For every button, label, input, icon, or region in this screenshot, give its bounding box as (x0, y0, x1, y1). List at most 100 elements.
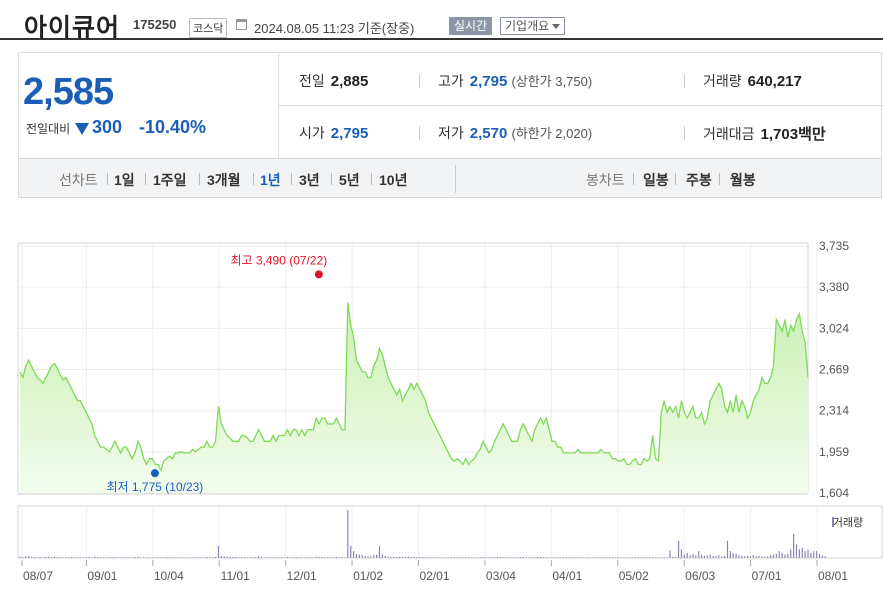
volume-bar (157, 557, 159, 558)
divider (419, 74, 420, 88)
volume-bar (511, 557, 513, 558)
volume-bar (128, 557, 130, 558)
volume-bar (496, 556, 499, 558)
volume-bar (473, 557, 475, 558)
volume-bar (283, 557, 286, 558)
candle-weekly[interactable]: 주봉 (686, 172, 712, 188)
y-tick-label: 3,024 (819, 321, 849, 335)
volume-bar (764, 556, 766, 558)
volume-bar (732, 552, 734, 558)
volume-bar (514, 557, 516, 558)
volume-bar (493, 556, 496, 558)
volume-bar (568, 557, 570, 558)
volume-bar (600, 557, 602, 558)
stat-volume: 거래량 640,217 (703, 73, 802, 90)
volume-bar (53, 556, 56, 558)
volume-bar (505, 557, 507, 558)
volume-bar (350, 546, 352, 558)
period-10y[interactable]: 10년 (379, 172, 408, 188)
volume-bar (318, 556, 320, 558)
change-value: 300 (92, 117, 123, 137)
volume-bar (220, 555, 222, 558)
candle-daily[interactable]: 일봉 (643, 172, 669, 188)
volume-bar (82, 557, 84, 558)
x-tick-label: 10/04 (154, 569, 184, 583)
period-3y[interactable]: 3년 (299, 172, 320, 188)
candle-chart-label: 봉차트 (586, 172, 625, 188)
volume-bar (482, 556, 484, 558)
divider (419, 126, 420, 140)
volume-bar (761, 556, 763, 558)
volume-bar (637, 557, 639, 558)
volume-bar (97, 556, 99, 558)
volume-bar (695, 555, 697, 558)
volume-bar (784, 554, 786, 558)
max-annotation-label: 최고 3,490 (07/22) (230, 253, 327, 267)
volume-bar (76, 557, 79, 558)
volume-bar (275, 557, 277, 558)
realtime-button[interactable]: 실시간 (449, 17, 493, 35)
volume-bar (611, 557, 614, 558)
volume-bar (378, 546, 381, 558)
volume-bar (249, 557, 251, 558)
volume-bar (818, 553, 821, 558)
volume-bar (30, 556, 33, 558)
volume-bar (525, 557, 527, 558)
volume-bar (560, 557, 562, 558)
volume-bar (574, 557, 576, 558)
volume-bar (364, 555, 366, 558)
volume-bar (117, 557, 119, 558)
x-tick-label: 12/01 (287, 569, 317, 583)
volume-bar (608, 557, 611, 558)
volume-bar (321, 556, 323, 558)
volume-bar (370, 556, 372, 558)
volume-bar (206, 556, 208, 558)
volume-plot-frame (17, 505, 883, 559)
period-3m[interactable]: 3개월 (207, 172, 241, 188)
volume-bar (99, 557, 102, 558)
period-1w[interactable]: 1주일 (153, 172, 187, 188)
volume-bar (324, 557, 326, 558)
volume-bar (620, 557, 622, 558)
volume-bar (140, 557, 142, 558)
volume-bar (770, 555, 772, 558)
volume-bar (689, 555, 691, 558)
volume-bar (790, 549, 792, 558)
volume-bar (807, 549, 809, 558)
volume-bar (700, 554, 703, 558)
volume-bar (229, 556, 231, 558)
period-1y[interactable]: 1년 (260, 172, 281, 188)
volume-bar (798, 549, 800, 558)
volume-bar (281, 557, 283, 558)
volume-bar (715, 555, 717, 558)
volume-bar (278, 557, 280, 558)
volume-bar (450, 557, 452, 558)
volume-bar (485, 557, 487, 558)
stat-open: 시가 2,795 (299, 125, 369, 142)
candle-monthly[interactable]: 월봉 (730, 172, 756, 188)
price-line (19, 302, 809, 473)
volume-bar (706, 555, 708, 558)
volume-bar (657, 557, 660, 558)
volume-bar (361, 555, 363, 558)
volume-bar (539, 556, 542, 558)
volume-bar (531, 557, 533, 558)
current-price-cell: 2,585 전일대비 300 -10.40% (19, 53, 279, 158)
x-tick-label: 05/02 (619, 569, 649, 583)
period-1d[interactable]: 1일 (114, 172, 135, 188)
company-info-dropdown[interactable]: 기업개요 (500, 17, 566, 35)
y-axis-ticks: 3,735 3,380 3,024 2,669 2,314 1,959 1,604 (819, 239, 849, 500)
volume-bar (111, 556, 113, 558)
period-5y[interactable]: 5년 (339, 172, 360, 188)
volume-bar (565, 557, 568, 558)
volume-bar (309, 557, 312, 558)
volume-bar (367, 556, 369, 558)
volume-bar (767, 556, 769, 558)
volume-bar (301, 557, 303, 558)
volume-bar (433, 557, 435, 558)
volume-bar (545, 557, 547, 558)
volume-bar (640, 557, 642, 558)
volume-bar (91, 557, 93, 558)
divider (291, 173, 292, 185)
volume-bar (295, 556, 297, 558)
